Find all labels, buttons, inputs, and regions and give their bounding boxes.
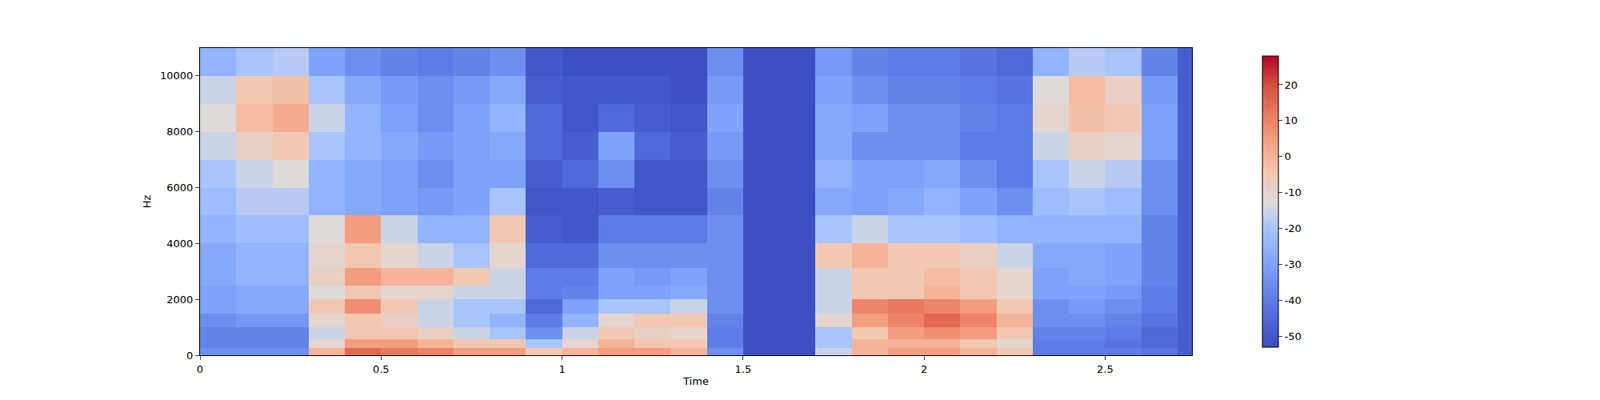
- svg-text:6000: 6000: [166, 181, 193, 194]
- svg-text:-30: -30: [1284, 258, 1302, 271]
- svg-text:Time: Time: [682, 375, 709, 388]
- svg-text:-20: -20: [1284, 222, 1302, 235]
- svg-text:2.5: 2.5: [1096, 363, 1114, 376]
- svg-text:10: 10: [1284, 114, 1299, 127]
- svg-text:0: 0: [196, 363, 204, 376]
- svg-text:Hz: Hz: [140, 195, 153, 209]
- svg-text:10000: 10000: [160, 69, 193, 82]
- svg-text:2: 2: [920, 363, 928, 376]
- svg-text:20: 20: [1284, 79, 1299, 92]
- svg-text:2000: 2000: [166, 293, 193, 306]
- svg-text:-40: -40: [1284, 294, 1302, 307]
- svg-text:1: 1: [558, 363, 565, 376]
- svg-text:1.5: 1.5: [734, 363, 752, 376]
- svg-text:-50: -50: [1284, 330, 1302, 343]
- svg-text:0: 0: [186, 349, 193, 362]
- svg-text:-10: -10: [1284, 186, 1302, 199]
- svg-text:8000: 8000: [166, 125, 193, 138]
- svg-text:0: 0: [1284, 150, 1292, 163]
- svg-text:0.5: 0.5: [372, 363, 390, 376]
- svg-text:4000: 4000: [166, 237, 193, 250]
